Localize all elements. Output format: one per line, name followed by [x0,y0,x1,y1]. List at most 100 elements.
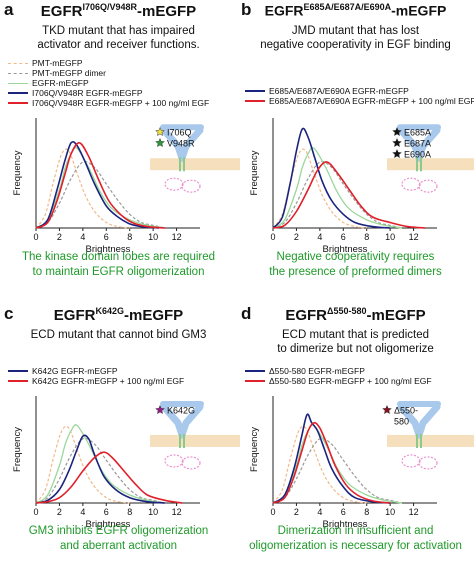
series-line [272,161,426,229]
series-line [35,437,166,504]
x-tick-label: 6 [104,507,109,517]
desc-line: to dimerize but not oligomerize [277,343,434,355]
legend-label: K642G EGFR-mEGFP [32,366,118,376]
x-tick-label: 8 [127,507,132,517]
mutation-star-icon [155,137,165,148]
y-axis-label: Frequency [249,150,260,195]
mutation-label: E687A [404,139,431,149]
series-line [35,434,165,504]
series-line [272,413,391,504]
x-tick-label: 0 [270,232,275,242]
panel-title: EGFRΔ550-580-mEGFP [237,306,474,324]
mutation-star-icon [155,404,165,415]
membrane-band [150,434,240,447]
legend-label: E685A/E687A/E690A EGFR-mEGFP + 100 ng/ml… [269,96,474,106]
series-line [35,148,130,229]
legend-entry: Δ550-580 EGFR-mEGFP [245,366,432,376]
series-line [272,425,367,504]
x-tick-label: 10 [385,232,395,242]
panel-description: ECD mutant that is predicted to dimerize… [237,328,474,356]
title-sup: Δ550-580 [326,306,367,316]
legend-entry: Δ550-580 EGFR-mEGFP + 100 ng/ml EGF [245,376,432,386]
legend-entry: I706Q/V948R EGFR-mEGFP + 100 ng/ml EGF [8,98,209,108]
series-line [35,160,166,229]
series-line [272,424,402,504]
x-tick-label: 12 [409,507,419,517]
series-line [35,451,183,504]
legend-label: E685A/E687A/E690A EGFR-mEGFP [269,86,409,96]
conclusion-line: The kinase domain lobes are required [21,251,216,263]
title-base: EGFR [264,2,304,19]
panel-description: ECD mutant that cannot bind GM3 [0,328,237,342]
series-line [35,140,160,229]
legend-label: PMT-mEGFP [32,58,83,68]
legend: Δ550-580 EGFR-mEGFP Δ550-580 EGFR-mEGFP … [245,366,432,386]
panel-a: a EGFRI706Q/V948R-mEGFP TKD mutant that … [0,0,240,280]
mutation-star-icon [155,126,165,137]
mutation-label: V948R [167,139,195,149]
conclusion: Dimerization in insufficient and oligome… [237,524,474,554]
conclusion: Negative cooperativity requires the pres… [237,250,474,280]
receptor-icon [160,124,204,193]
mutation-label: E690A [404,150,431,160]
legend-entry: I706Q/V948R EGFR-mEGFP [8,88,209,98]
x-tick-label: 6 [104,232,109,242]
legend-label: I706Q/V948R EGFR-mEGFP + 100 ng/ml EGF [32,98,210,108]
panel-b: b EGFRE685A/E687A/E690A-mEGFP JMD mutant… [237,0,474,278]
conclusion-line: Negative cooperativity requires [276,251,435,263]
receptor-icon [397,124,441,193]
conclusion-line: oligomerization is necessary for activat… [249,540,462,552]
title-suffix: -mEGFP [391,2,447,19]
y-axis-label: Frequency [249,427,260,472]
legend-label: EGFR-mEGFP [32,78,89,88]
x-tick-label: 12 [172,507,182,517]
legend-entry: E685A/E687A/E690A EGFR-mEGFP [245,86,474,96]
mutation-star-icon [392,137,402,148]
legend-label: Δ550-580 EGFR-mEGFP + 100 ng/ml EGF [269,376,432,386]
title-sup: I706Q/V948R [82,2,138,12]
panel-title: EGFRI706Q/V948R-mEGFP [0,2,237,20]
desc-line: TKD mutant that has impaired [42,25,195,37]
desc-line: activator and receiver functions. [37,39,200,51]
panel-description: TKD mutant that has impaired activator a… [0,24,237,52]
panel-description: JMD mutant that has lost negative cooper… [237,24,474,52]
title-base: EGFR [53,307,96,324]
legend-swatch-mutant [8,92,28,94]
legend-swatch-pmt [8,62,28,64]
conclusion-line: to maintain EGFR oligomerization [32,266,205,278]
legend-label: Δ550-580 EGFR-mEGFP [269,366,365,376]
legend-label: K642G EGFR-mEGFP + 100 ng/ml EGF [32,376,185,386]
legend-label: I706Q/V948R EGFR-mEGFP [32,88,143,98]
legend-swatch-mutant [245,90,265,92]
panel-title: EGFRK642G-mEGFP [0,306,237,324]
conclusion: The kinase domain lobes are required to … [0,250,237,280]
legend: E685A/E687A/E690A EGFR-mEGFP E685A/E687A… [245,86,474,106]
x-tick-label: 4 [80,232,85,242]
x-tick-label: 10 [148,232,158,242]
y-axis-label: Frequency [12,427,23,472]
x-tick-label: 10 [148,507,158,517]
series-line [272,127,391,229]
panel-d: d EGFRΔ550-580-mEGFP ECD mutant that is … [237,304,474,582]
series-line [35,147,166,229]
conclusion-line: GM3 inhibits EGFR oligomerization [28,525,209,537]
x-tick-label: 6 [341,232,346,242]
legend-entry: PMT-mEGFP dimer [8,68,209,78]
series-line [272,421,391,504]
legend-label: PMT-mEGFP dimer [32,68,106,78]
panel-c: c EGFRK642G-mEGFP ECD mutant that cannot… [0,304,240,582]
x-axis-label: Brightness [323,244,368,255]
legend-entry: E685A/E687A/E690A EGFR-mEGFP + 100 ng/ml… [245,96,474,106]
legend-swatch-egfr [8,82,28,84]
series-line [272,147,403,229]
x-tick-label: 8 [364,232,369,242]
legend-entry: EGFR-mEGFP [8,78,209,88]
x-tick-label: 4 [80,507,85,517]
title-sup: E685A/E687A/E690A [303,2,392,12]
x-tick-label: 0 [33,232,38,242]
series-line [35,424,165,504]
x-tick-label: 6 [341,507,346,517]
series-line [35,142,165,229]
conclusion-line: Dimerization in insufficient and [277,525,434,537]
